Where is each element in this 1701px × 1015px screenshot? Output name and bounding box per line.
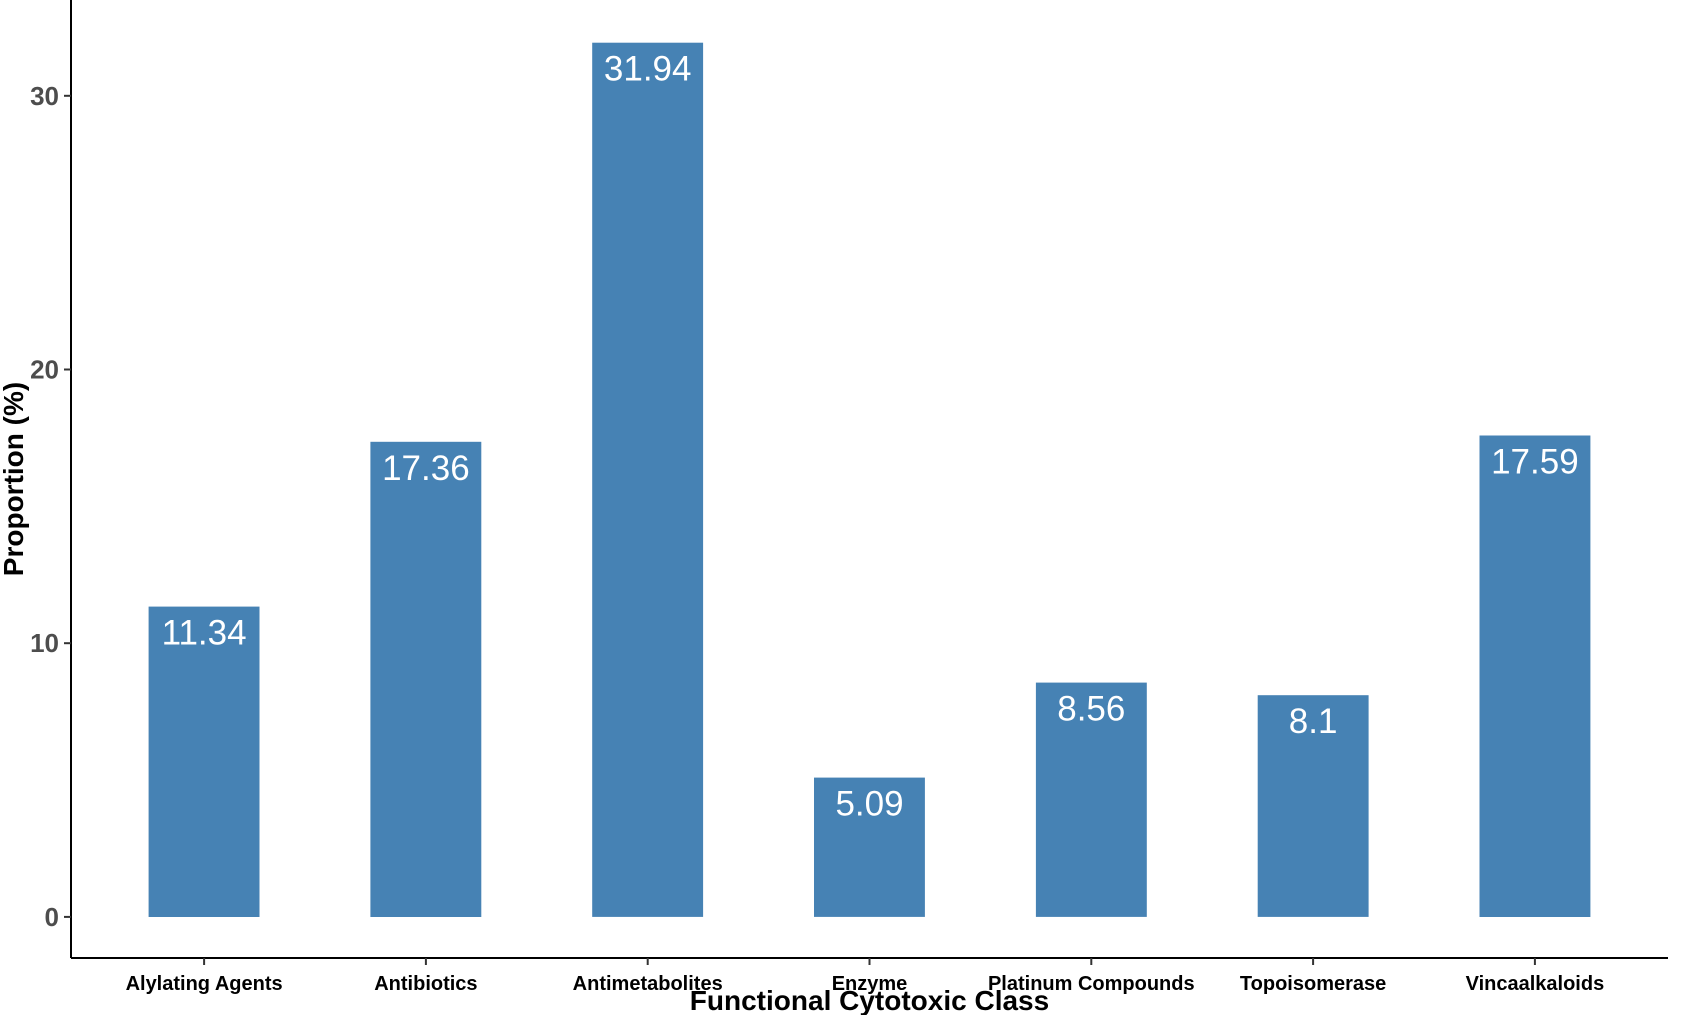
bar-value-label-5: 8.1: [1289, 702, 1338, 741]
x-tick-label-3: Enzyme: [832, 973, 908, 995]
bar-value-label-1: 17.36: [382, 449, 470, 488]
bar-value-label-0: 11.34: [162, 614, 247, 653]
x-tick-label-2: Antimetabolites: [573, 973, 723, 995]
x-tick-label-4: Platinum Compounds: [988, 973, 1195, 995]
x-tick-label-1: Antibiotics: [374, 973, 477, 995]
bar-labels-layer: 11.34 17.36 31.94 5.09 8.56 8.1 17.59: [162, 50, 1579, 824]
y-ticks-layer: 0 10 20 30: [30, 81, 71, 932]
bar-0: [148, 606, 260, 917]
bar-value-label-4: 8.56: [1057, 690, 1125, 729]
bar-6: [1479, 435, 1591, 917]
y-tick-label-3: 30: [30, 81, 59, 111]
bar-value-label-6: 17.59: [1491, 443, 1579, 482]
x-tick-label-0: Alylating Agents: [126, 973, 283, 995]
x-axis-title: Functional Cytotoxic Class: [690, 985, 1049, 1015]
x-tick-label-6: Vincaalkaloids: [1466, 973, 1605, 995]
bar-5: [1257, 695, 1369, 917]
bar-1: [370, 441, 482, 917]
bar-value-label-2: 31.94: [604, 50, 692, 89]
bar-2: [592, 42, 704, 917]
x-ticks-layer: Alylating Agents Antibiotics Antimetabolit…: [126, 958, 1605, 995]
bars-layer: [148, 42, 1591, 917]
y-tick-label-0: 0: [45, 902, 59, 932]
bar-value-label-3: 5.09: [835, 785, 903, 824]
y-tick-label-2: 20: [30, 355, 59, 385]
y-axis-title: Proportion (%): [0, 382, 29, 576]
y-tick-label-1: 10: [30, 628, 59, 658]
x-tick-label-5: Topoisomerase: [1240, 973, 1386, 995]
bar-3: [814, 777, 925, 917]
bar-4: [1035, 682, 1147, 917]
